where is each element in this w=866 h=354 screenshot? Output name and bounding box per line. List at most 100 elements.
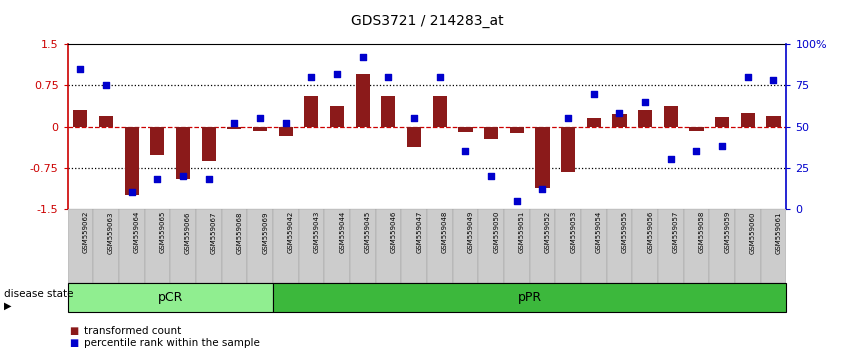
Point: [356, 55, 370, 60]
Bar: [555, 209, 581, 283]
Text: GDS3721 / 214283_at: GDS3721 / 214283_at: [351, 14, 503, 28]
Bar: [99, 115, 113, 127]
Text: GSM559065: GSM559065: [159, 211, 165, 253]
Text: GSM559053: GSM559053: [570, 211, 576, 253]
Text: GSM559059: GSM559059: [724, 211, 730, 253]
Point: [279, 120, 293, 126]
Bar: [663, 106, 678, 127]
Point: [253, 115, 267, 121]
Text: GSM559044: GSM559044: [339, 211, 346, 253]
Bar: [145, 209, 171, 283]
Point: [125, 190, 139, 195]
Text: GSM559066: GSM559066: [185, 211, 191, 253]
Bar: [478, 209, 504, 283]
Bar: [606, 209, 632, 283]
Bar: [735, 209, 760, 283]
Point: [535, 186, 549, 192]
Text: GSM559064: GSM559064: [133, 211, 139, 253]
Point: [715, 143, 729, 149]
Text: disease state: disease state: [4, 289, 74, 299]
Point: [689, 148, 703, 154]
Bar: [350, 209, 376, 283]
Point: [741, 74, 755, 80]
Point: [510, 198, 524, 204]
Text: GSM559063: GSM559063: [108, 211, 114, 253]
Bar: [273, 283, 786, 312]
Point: [433, 74, 447, 80]
Bar: [709, 209, 735, 283]
Text: pPR: pPR: [518, 291, 542, 304]
Bar: [658, 209, 683, 283]
Bar: [407, 127, 421, 147]
Bar: [401, 209, 427, 283]
Bar: [176, 127, 191, 179]
Bar: [253, 127, 267, 131]
Text: GSM559047: GSM559047: [417, 211, 422, 253]
Bar: [171, 209, 196, 283]
Bar: [248, 209, 273, 283]
Bar: [683, 209, 709, 283]
Bar: [273, 209, 299, 283]
Point: [228, 120, 242, 126]
Bar: [484, 127, 498, 139]
Bar: [74, 110, 87, 127]
Text: GSM559045: GSM559045: [365, 211, 371, 253]
Text: GSM559067: GSM559067: [210, 211, 216, 253]
Bar: [760, 209, 786, 283]
Text: ▶: ▶: [4, 301, 12, 311]
Bar: [740, 113, 755, 127]
Point: [99, 82, 113, 88]
Point: [561, 115, 575, 121]
Bar: [304, 96, 319, 127]
Bar: [638, 110, 652, 127]
Text: GSM559042: GSM559042: [288, 211, 294, 253]
Text: GSM559062: GSM559062: [82, 211, 88, 253]
Bar: [202, 127, 216, 161]
Text: GSM559058: GSM559058: [699, 211, 705, 253]
Bar: [356, 74, 370, 127]
Bar: [299, 209, 324, 283]
Bar: [381, 96, 396, 127]
Point: [766, 78, 780, 83]
Bar: [587, 118, 601, 127]
Text: GSM559052: GSM559052: [545, 211, 551, 253]
Bar: [510, 127, 524, 133]
Point: [305, 74, 319, 80]
Bar: [196, 209, 222, 283]
Text: percentile rank within the sample: percentile rank within the sample: [84, 338, 260, 348]
Bar: [530, 209, 555, 283]
Text: ■: ■: [69, 338, 79, 348]
Bar: [535, 127, 550, 188]
Point: [612, 110, 626, 116]
Point: [638, 99, 652, 105]
Point: [176, 173, 190, 179]
Text: GSM559061: GSM559061: [776, 211, 781, 253]
Bar: [427, 209, 453, 283]
Point: [202, 176, 216, 182]
Bar: [228, 127, 242, 129]
Bar: [458, 127, 473, 132]
Point: [664, 156, 678, 162]
Text: GSM559057: GSM559057: [673, 211, 679, 253]
Point: [151, 176, 165, 182]
Bar: [433, 96, 447, 127]
Text: GSM559068: GSM559068: [236, 211, 242, 253]
Text: ■: ■: [69, 326, 79, 336]
Point: [382, 74, 396, 80]
Text: GSM559043: GSM559043: [313, 211, 320, 253]
Bar: [151, 127, 165, 155]
Point: [458, 148, 472, 154]
Bar: [632, 209, 658, 283]
Text: GSM559050: GSM559050: [493, 211, 499, 253]
Bar: [689, 127, 703, 131]
Point: [587, 91, 601, 97]
Bar: [766, 115, 780, 127]
Point: [407, 115, 421, 121]
Text: transformed count: transformed count: [84, 326, 181, 336]
Text: GSM559051: GSM559051: [519, 211, 525, 253]
Text: GSM559055: GSM559055: [622, 211, 628, 253]
Text: GSM559069: GSM559069: [262, 211, 268, 253]
Bar: [68, 209, 94, 283]
Point: [330, 71, 344, 77]
Bar: [376, 209, 401, 283]
